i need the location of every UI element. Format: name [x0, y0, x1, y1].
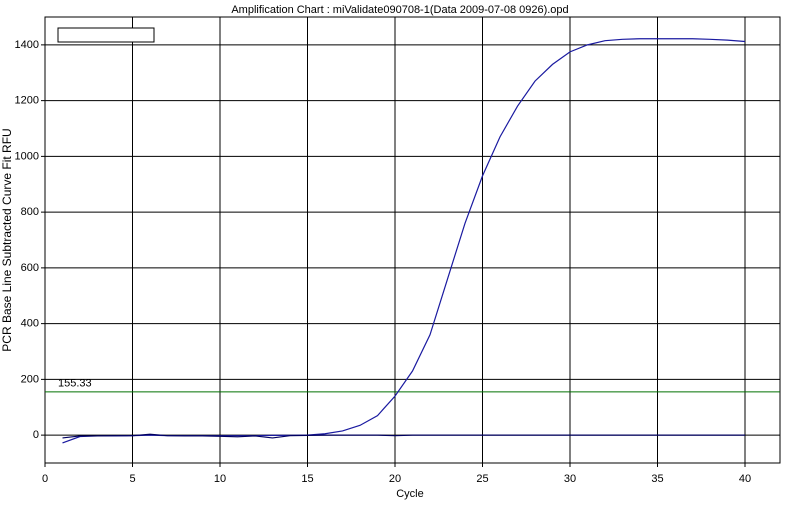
x-tick-label: 5 — [129, 473, 135, 485]
x-tick-label: 35 — [651, 473, 663, 485]
y-axis-label: PCR Base Line Subtracted Curve Fit RFU — [0, 128, 14, 351]
y-tick-label: 1200 — [15, 95, 39, 107]
x-tick-label: 0 — [42, 473, 48, 485]
y-tick-label: 400 — [21, 318, 39, 330]
y-tick-label: 1000 — [15, 150, 39, 162]
x-axis-label: Cycle — [396, 488, 424, 500]
x-tick-label: 40 — [739, 473, 751, 485]
y-tick-label: 800 — [21, 206, 39, 218]
y-tick-label: 200 — [21, 373, 39, 385]
threshold-label: 155.33 — [58, 378, 92, 390]
x-tick-label: 30 — [564, 473, 576, 485]
x-tick-label: 20 — [389, 473, 401, 485]
legend-box — [57, 27, 155, 43]
data-line — [62, 433, 745, 439]
plot-frame — [44, 16, 781, 464]
y-tick-label: 600 — [21, 262, 39, 274]
x-tick-label: 15 — [301, 473, 313, 485]
x-tick-label: 10 — [214, 473, 226, 485]
x-tick-label: 25 — [476, 473, 488, 485]
chart-title: Amplification Chart : miValidate090708-1… — [231, 4, 568, 16]
y-tick-label: 0 — [33, 429, 39, 441]
y-tick-label: 1400 — [15, 39, 39, 51]
